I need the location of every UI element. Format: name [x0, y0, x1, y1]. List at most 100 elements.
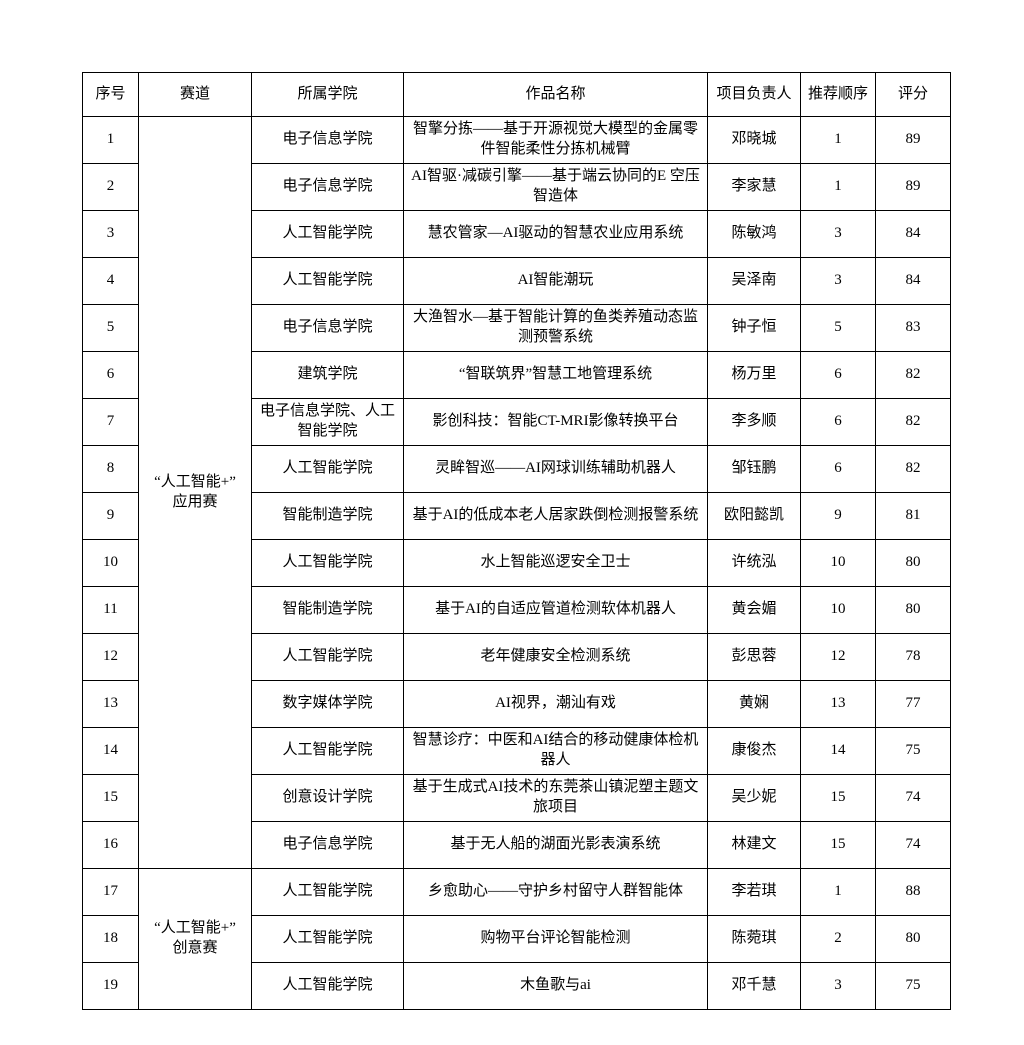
- project-leader-cell: 李若琪: [707, 868, 801, 916]
- serial-number-cell: 12: [82, 633, 139, 681]
- serial-number-cell: 4: [82, 257, 139, 305]
- serial-number-cell: 5: [82, 304, 139, 352]
- college-cell: 电子信息学院: [251, 163, 404, 211]
- recommend-order-cell: 3: [800, 257, 876, 305]
- table-row: 13 数字媒体学院 AI视界，潮汕有戏 黄娴 13 77: [82, 680, 951, 728]
- header-row: 序号 赛道 所属学院 作品名称 项目负责人 推荐顺序 评分: [82, 72, 951, 117]
- recommend-order-cell: 9: [800, 492, 876, 540]
- score-cell: 82: [875, 445, 951, 493]
- project-leader-cell: 杨万里: [707, 351, 801, 399]
- table-row: 12 人工智能学院 老年健康安全检测系统 彭思蓉 12 78: [82, 633, 951, 681]
- serial-number-cell: 13: [82, 680, 139, 728]
- work-title-cell: 基于生成式AI技术的东莞茶山镇泥塑主题文旅项目: [403, 774, 708, 822]
- work-title-cell: 水上智能巡逻安全卫士: [403, 539, 708, 587]
- college-cell: 人工智能学院: [251, 210, 404, 258]
- college-cell: 人工智能学院: [251, 445, 404, 493]
- table-row: 17 “人工智能+” 创意赛 人工智能学院 乡愈助心——守护乡村留守人群智能体 李若琪 1…: [82, 868, 951, 1010]
- recommend-order-cell: 14: [800, 727, 876, 775]
- results-table-container: 序号 赛道 所属学院 作品名称 项目负责人 推荐顺序 评分 1 “人工智能+” 应用赛 电子信息…: [82, 72, 951, 1010]
- work-title-cell: 灵眸智巡——AI网球训练辅助机器人: [403, 445, 708, 493]
- college-cell: 数字媒体学院: [251, 680, 404, 728]
- track-cell: “人工智能+” 应用赛: [138, 116, 252, 869]
- work-title-cell: AI智能潮玩: [403, 257, 708, 305]
- column-header: 项目负责人: [707, 72, 801, 117]
- college-cell: 电子信息学院: [251, 304, 404, 352]
- score-cell: 81: [875, 492, 951, 540]
- score-cell: 82: [875, 351, 951, 399]
- work-title-cell: 基于无人船的湖面光影表演系统: [403, 821, 708, 869]
- score-cell: 77: [875, 680, 951, 728]
- work-title-cell: 影创科技：智能CT-MRI影像转换平台: [403, 398, 708, 446]
- recommend-order-cell: 6: [800, 398, 876, 446]
- serial-number-cell: 9: [82, 492, 139, 540]
- table-row: 14 人工智能学院 智慧诊疗：中医和AI结合的移动健康体检机器人 康俊杰 14 75: [82, 727, 951, 775]
- score-cell: 80: [875, 586, 951, 634]
- project-leader-cell: 黄会媚: [707, 586, 801, 634]
- project-leader-cell: 邓晓城: [707, 116, 801, 164]
- table-row: 3 人工智能学院 慧农管家—AI驱动的智慧农业应用系统 陈敏鸿 3 84: [82, 210, 951, 258]
- work-title-cell: 基于AI的自适应管道检测软体机器人: [403, 586, 708, 634]
- project-leader-cell: 陈菀琪: [707, 915, 801, 963]
- project-leader-cell: 许统泓: [707, 539, 801, 587]
- score-cell: 84: [875, 257, 951, 305]
- recommend-order-cell: 12: [800, 633, 876, 681]
- college-cell: 人工智能学院: [251, 539, 404, 587]
- serial-number-cell: 1: [82, 116, 139, 164]
- table-row: 1 “人工智能+” 应用赛 电子信息学院 智擎分拣——基于开源视觉大模型的金属零件智能…: [82, 116, 951, 869]
- project-leader-cell: 欧阳懿凯: [707, 492, 801, 540]
- table-body: 1 “人工智能+” 应用赛 电子信息学院 智擎分拣——基于开源视觉大模型的金属零件智能…: [82, 116, 951, 1010]
- score-cell: 82: [875, 398, 951, 446]
- recommend-order-cell: 3: [800, 962, 876, 1010]
- column-header: 评分: [875, 72, 951, 117]
- score-cell: 75: [875, 962, 951, 1010]
- serial-number-cell: 18: [82, 915, 139, 963]
- college-cell: 智能制造学院: [251, 492, 404, 540]
- recommend-order-cell: 13: [800, 680, 876, 728]
- table-row: 19 人工智能学院 木鱼歌与ai 邓千慧 3 75: [82, 962, 951, 1010]
- table-row: 18 人工智能学院 购物平台评论智能检测 陈菀琪 2 80: [82, 915, 951, 963]
- score-cell: 74: [875, 774, 951, 822]
- serial-number-cell: 14: [82, 727, 139, 775]
- score-cell: 84: [875, 210, 951, 258]
- project-leader-cell: 李家慧: [707, 163, 801, 211]
- serial-number-cell: 16: [82, 821, 139, 869]
- score-cell: 89: [875, 163, 951, 211]
- score-cell: 80: [875, 915, 951, 963]
- work-title-cell: 购物平台评论智能检测: [403, 915, 708, 963]
- work-title-cell: 智擎分拣——基于开源视觉大模型的金属零件智能柔性分拣机械臂: [403, 116, 708, 164]
- recommend-order-cell: 2: [800, 915, 876, 963]
- college-cell: 人工智能学院: [251, 727, 404, 775]
- work-title-cell: 老年健康安全检测系统: [403, 633, 708, 681]
- project-leader-cell: 黄娴: [707, 680, 801, 728]
- recommend-order-cell: 10: [800, 586, 876, 634]
- serial-number-cell: 2: [82, 163, 139, 211]
- work-title-cell: 基于AI的低成本老人居家跌倒检测报警系统: [403, 492, 708, 540]
- recommend-order-cell: 1: [800, 868, 876, 916]
- work-title-cell: 木鱼歌与ai: [403, 962, 708, 1010]
- work-title-cell: 智慧诊疗：中医和AI结合的移动健康体检机器人: [403, 727, 708, 775]
- column-header: 序号: [82, 72, 139, 117]
- college-cell: 创意设计学院: [251, 774, 404, 822]
- college-cell: 建筑学院: [251, 351, 404, 399]
- project-leader-cell: 邹钰鹏: [707, 445, 801, 493]
- serial-number-cell: 7: [82, 398, 139, 446]
- table-row: 16 电子信息学院 基于无人船的湖面光影表演系统 林建文 15 74: [82, 821, 951, 869]
- score-cell: 78: [875, 633, 951, 681]
- column-header: 赛道: [138, 72, 252, 117]
- column-header: 推荐顺序: [800, 72, 876, 117]
- table-row: 8 人工智能学院 灵眸智巡——AI网球训练辅助机器人 邹钰鹏 6 82: [82, 445, 951, 493]
- table-row: 5 电子信息学院 大渔智水—基于智能计算的鱼类养殖动态监测预警系统 钟子恒 5 83: [82, 304, 951, 352]
- recommend-order-cell: 15: [800, 821, 876, 869]
- table-row: 10 人工智能学院 水上智能巡逻安全卫士 许统泓 10 80: [82, 539, 951, 587]
- score-cell: 75: [875, 727, 951, 775]
- project-leader-cell: 康俊杰: [707, 727, 801, 775]
- work-title-cell: 大渔智水—基于智能计算的鱼类养殖动态监测预警系统: [403, 304, 708, 352]
- recommend-order-cell: 10: [800, 539, 876, 587]
- serial-number-cell: 15: [82, 774, 139, 822]
- college-cell: 人工智能学院: [251, 915, 404, 963]
- college-cell: 智能制造学院: [251, 586, 404, 634]
- score-cell: 80: [875, 539, 951, 587]
- table-row: 4 人工智能学院 AI智能潮玩 吴泽南 3 84: [82, 257, 951, 305]
- project-leader-cell: 彭思蓉: [707, 633, 801, 681]
- column-header: 所属学院: [251, 72, 404, 117]
